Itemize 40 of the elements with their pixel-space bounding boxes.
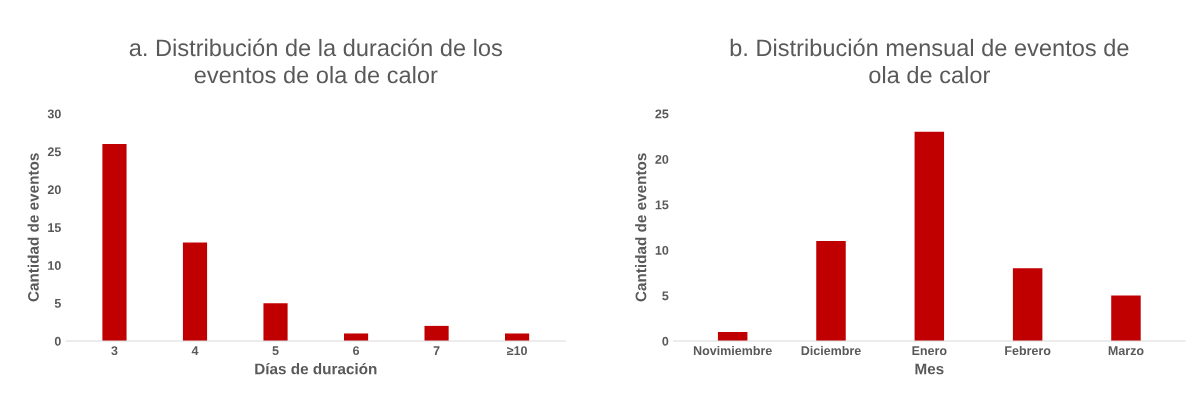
x-axis-title: Días de duración bbox=[255, 362, 377, 375]
bar bbox=[505, 333, 530, 342]
y-tick-label: 25 bbox=[655, 109, 669, 119]
bar bbox=[343, 333, 369, 342]
x-tick-label: Enero bbox=[912, 346, 947, 356]
y-tick-label: 15 bbox=[48, 223, 61, 233]
y-tick-label: 20 bbox=[655, 154, 669, 164]
x-tick-label: 3 bbox=[111, 346, 118, 356]
x-tick-label: Febrero bbox=[1005, 345, 1051, 356]
x-tick-label: Marzo bbox=[1108, 346, 1144, 356]
bar bbox=[424, 325, 449, 342]
bar bbox=[816, 241, 846, 342]
y-tick-label: 0 bbox=[54, 336, 61, 346]
x-tick-label: 6 bbox=[353, 346, 360, 356]
y-axis-title: Cantidad de eventos bbox=[27, 153, 39, 302]
x-tick-label: 7 bbox=[433, 346, 440, 355]
y-tick-label: 25 bbox=[47, 147, 61, 157]
bar bbox=[1012, 268, 1043, 342]
chart-title: b. Distribución mensual de eventos de ola de calor bbox=[730, 38, 1129, 84]
y-axis-title: Cantidad de eventos bbox=[635, 153, 647, 302]
y-tick-label: 10 bbox=[655, 245, 669, 255]
y-tick-label: 20 bbox=[47, 185, 61, 195]
y-tick-label: 5 bbox=[54, 299, 61, 308]
bar bbox=[914, 131, 945, 342]
bar bbox=[182, 242, 208, 342]
y-tick-label: 5 bbox=[662, 291, 669, 301]
bar bbox=[1111, 295, 1141, 342]
bar bbox=[102, 143, 127, 342]
bar bbox=[263, 303, 288, 342]
x-tick-label: ≥10 bbox=[507, 346, 527, 356]
x-tick-label: Novimiembre bbox=[693, 345, 772, 356]
chart-title: a. Distribución de la duración de los eventos de ola de calor bbox=[129, 38, 502, 84]
x-tick-label: Diciembre bbox=[801, 345, 861, 356]
x-tick-label: 4 bbox=[191, 346, 199, 355]
y-tick-label: 10 bbox=[48, 261, 61, 270]
y-tick-label: 15 bbox=[655, 200, 669, 210]
y-tick-label: 0 bbox=[662, 336, 669, 346]
x-axis-title: Mes bbox=[915, 363, 944, 375]
y-tick-label: 30 bbox=[47, 109, 61, 119]
x-tick-label: 5 bbox=[272, 346, 279, 356]
